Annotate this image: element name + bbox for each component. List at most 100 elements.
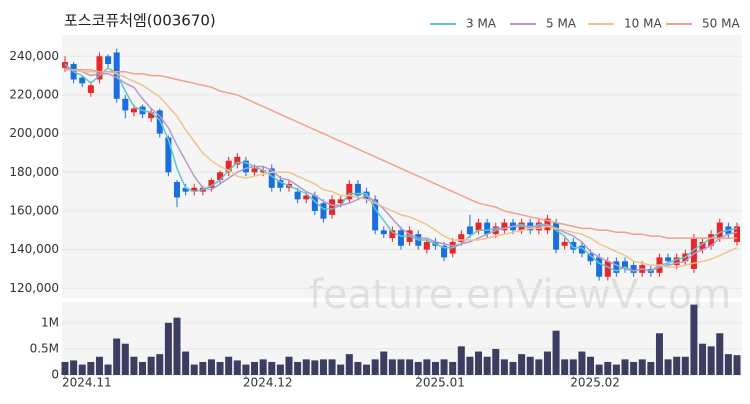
candle-body xyxy=(578,245,585,254)
candle-body xyxy=(294,191,301,200)
volume-bar xyxy=(345,354,353,375)
volume-bar xyxy=(95,356,103,375)
volume-bar xyxy=(190,364,198,375)
candle-body xyxy=(268,168,275,188)
volume-bar xyxy=(423,359,431,375)
volume-bar xyxy=(285,356,293,375)
volume-bar xyxy=(630,361,638,375)
candle-body xyxy=(79,77,86,84)
candle-body xyxy=(156,110,163,134)
candle-body xyxy=(130,108,137,113)
volume-bar xyxy=(380,351,388,375)
candle-body xyxy=(165,137,172,173)
volume-bar xyxy=(363,364,371,375)
volume-bar xyxy=(578,351,586,375)
ma-line xyxy=(65,69,737,239)
volume-bar xyxy=(604,361,612,375)
volume-bar xyxy=(182,351,190,375)
volume-bar xyxy=(664,359,672,375)
candle-body xyxy=(191,187,198,192)
volume-bar xyxy=(543,351,551,375)
candle-body xyxy=(673,257,680,266)
volume-bar xyxy=(371,359,379,375)
volume-bar xyxy=(552,330,560,375)
candle-body xyxy=(475,222,482,231)
y-tick-label: 140,000 xyxy=(9,242,59,256)
volume-bar xyxy=(121,343,129,375)
candle-body xyxy=(277,180,284,188)
candle-body xyxy=(260,170,267,173)
legend-label: 10 MA xyxy=(624,17,662,31)
candle-body xyxy=(716,222,723,239)
volume-bar xyxy=(328,359,336,375)
candle-body xyxy=(217,172,224,181)
y-tick-label: 240,000 xyxy=(9,49,59,63)
volume-bar xyxy=(699,343,707,375)
volume-bar xyxy=(475,351,483,375)
volume-bar xyxy=(690,304,698,375)
candle-body xyxy=(337,199,344,204)
candle-body xyxy=(208,180,215,188)
chart-title: 포스코퓨처엠(003670) xyxy=(64,12,216,30)
candle-body xyxy=(148,112,155,119)
volume-bar xyxy=(319,359,327,375)
volume-bar xyxy=(337,364,345,375)
candle-body xyxy=(501,222,508,231)
volume-bar xyxy=(173,317,181,375)
volume-bar xyxy=(569,359,577,375)
candle-body xyxy=(665,257,672,262)
volume-bar xyxy=(638,359,646,375)
volume-bar xyxy=(535,359,543,375)
volume-bar xyxy=(199,361,207,375)
volume-bar xyxy=(216,361,224,375)
volume-bar xyxy=(354,361,362,375)
volume-bar xyxy=(225,356,233,375)
legend-label: 50 MA xyxy=(702,17,740,31)
volume-bar xyxy=(87,361,95,375)
volume-bar xyxy=(156,354,164,375)
candle-body xyxy=(354,183,361,196)
y-tick-label: 120,000 xyxy=(9,281,59,295)
volume-bar xyxy=(388,359,396,375)
candle-body xyxy=(734,226,740,242)
x-tick-label: 2025.02 xyxy=(570,376,620,390)
ma-line xyxy=(64,67,738,272)
candle-body xyxy=(303,195,310,200)
legend-label: 5 MA xyxy=(546,17,577,31)
candle-body xyxy=(182,187,189,192)
volume-bar xyxy=(414,361,422,375)
volume-bar xyxy=(251,361,259,375)
y-tick-label: 1M xyxy=(41,315,59,329)
volume-bar xyxy=(492,348,500,375)
legend-label: 3 MA xyxy=(466,17,497,31)
volume-bar xyxy=(259,359,267,375)
y-tick-label: 180,000 xyxy=(9,165,59,179)
volume-bar xyxy=(104,364,112,375)
y-tick-label: 220,000 xyxy=(9,87,59,101)
x-tick-label: 2024.12 xyxy=(243,376,293,390)
volume-bar xyxy=(61,361,69,375)
ma-line xyxy=(64,63,738,272)
volume-bar xyxy=(733,355,741,375)
candle-body xyxy=(570,241,577,250)
candle-body xyxy=(398,230,404,246)
watermark: feature.enViewV.com xyxy=(309,272,731,318)
volume-bar xyxy=(673,356,681,375)
volume-bar xyxy=(302,359,310,375)
price-panel xyxy=(62,35,742,298)
candle-body xyxy=(466,226,473,235)
volume-bar xyxy=(164,322,172,375)
candle-body xyxy=(458,234,465,242)
candle-body xyxy=(311,195,318,211)
candle-body xyxy=(329,199,336,215)
volume-bar xyxy=(276,364,284,375)
volume-bar xyxy=(707,346,715,375)
volume-bar xyxy=(526,356,534,375)
candle-body xyxy=(122,98,129,111)
candle-body xyxy=(587,253,594,262)
volume-bar xyxy=(431,361,439,375)
volume-bar xyxy=(449,361,457,375)
volume-bar xyxy=(518,354,526,375)
candle-body xyxy=(553,222,560,250)
